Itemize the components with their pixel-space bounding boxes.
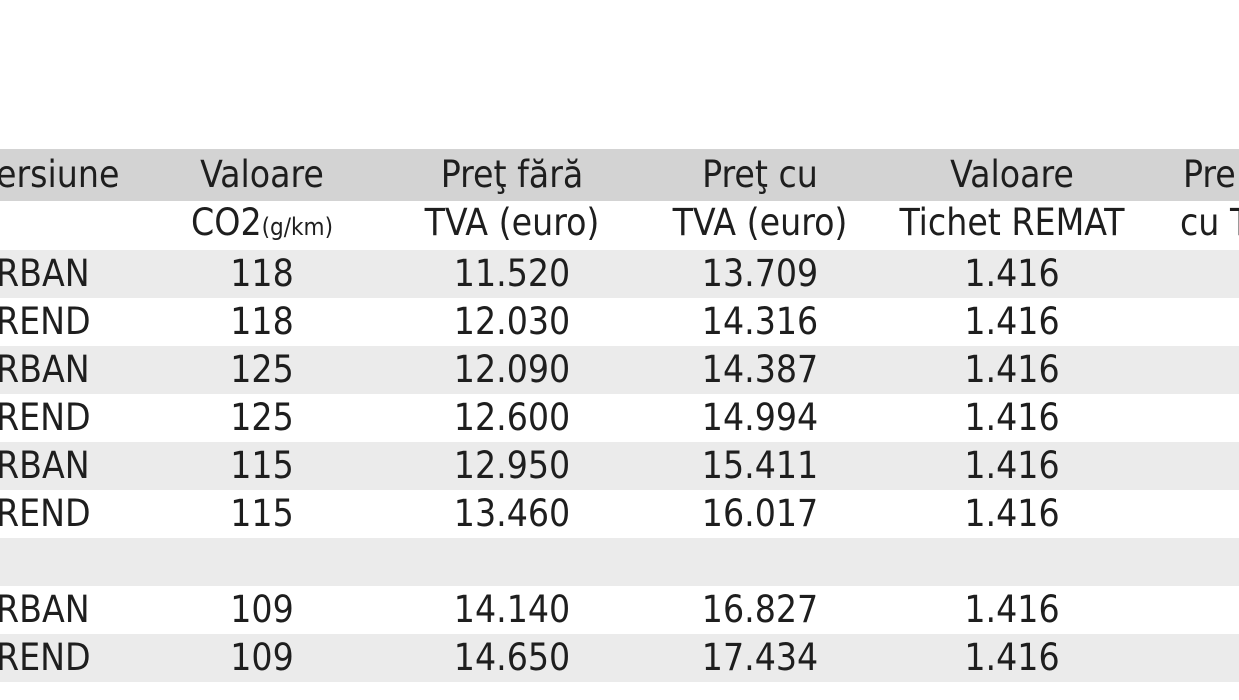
cell-pret-cu-tva: 16.827 — [701, 588, 819, 631]
cell-pret-cu-tva: 14.387 — [701, 348, 819, 391]
header-co2-unit: (g/km) — [261, 213, 334, 241]
table-row: RBAN 125 12.090 14.387 1.416 — [0, 346, 1239, 394]
header-versiune: ersiune — [0, 153, 120, 196]
cell-pret-cu-tva: 13.709 — [701, 252, 819, 295]
cell-co2: 125 — [230, 348, 294, 391]
table-row: RBAN 109 14.140 16.827 1.416 — [0, 586, 1239, 634]
cell-tichet-remat: 1.416 — [964, 636, 1060, 679]
cell-pret-fara-tva: 12.600 — [453, 396, 571, 439]
header-remat-line2: Tichet REMAT — [899, 201, 1125, 244]
cell-pret-cu-tva: 15.411 — [701, 444, 819, 487]
cell-pret-fara-tva: 14.140 — [453, 588, 571, 631]
cell-tichet-remat: 1.416 — [964, 444, 1060, 487]
cell-co2: 118 — [230, 300, 294, 343]
cell-version: REND — [0, 396, 91, 439]
cell-tichet-remat: 1.416 — [964, 396, 1060, 439]
cell-pret-fara-tva: 11.520 — [453, 252, 571, 295]
price-table: ersiune Valoare Preţ fără Preţ cu Valoar… — [0, 149, 1239, 682]
header-remat-line1: Valoare — [950, 153, 1074, 196]
table-row: RBAN 115 12.950 15.411 1.416 — [0, 442, 1239, 490]
header-co2-label: CO2 — [190, 201, 262, 244]
cell-pret-fara-tva: 14.650 — [453, 636, 571, 679]
cell-version: REND — [0, 492, 91, 535]
cell-co2: 115 — [230, 492, 294, 535]
table-header: ersiune Valoare Preţ fără Preţ cu Valoar… — [0, 149, 1239, 250]
cell-pret-fara-tva: 13.460 — [453, 492, 571, 535]
header-pret-fara-line2: TVA (euro) — [424, 201, 600, 244]
cell-version: RBAN — [0, 444, 90, 487]
cell-tichet-remat: 1.416 — [964, 300, 1060, 343]
table-row: REND 109 14.650 17.434 1.416 — [0, 634, 1239, 682]
table-row: REND 115 13.460 16.017 1.416 — [0, 490, 1239, 538]
cell-pret-fara-tva: 12.090 — [453, 348, 571, 391]
cell-pret-cu-tva: 14.994 — [701, 396, 819, 439]
header-last-line2: cu T — [1180, 201, 1239, 244]
header-co2-line1: Valoare — [200, 153, 324, 196]
cell-pret-cu-tva: 14.316 — [701, 300, 819, 343]
table-body: RBAN 118 11.520 13.709 1.416 REND 118 12.030 14.… — [0, 250, 1239, 682]
cell-tichet-remat: 1.416 — [964, 588, 1060, 631]
cell-pret-cu-tva: 16.017 — [701, 492, 819, 535]
cell-tichet-remat: 1.416 — [964, 252, 1060, 295]
header-pret-cu-line2: TVA (euro) — [672, 201, 848, 244]
cell-version: REND — [0, 300, 91, 343]
header-band — [0, 149, 1239, 201]
table-row: REND 118 12.030 14.316 1.416 — [0, 298, 1239, 346]
cell-version: RBAN — [0, 348, 90, 391]
header-co2-line2: CO2(g/km) — [191, 201, 333, 244]
header-pret-cu-line1: Preţ cu — [702, 153, 818, 196]
cell-co2: 125 — [230, 396, 294, 439]
cell-version: RBAN — [0, 252, 90, 295]
table-row: RBAN 118 11.520 13.709 1.416 — [0, 250, 1239, 298]
header-pret-fara-line1: Preţ fără — [440, 153, 584, 196]
cell-pret-fara-tva: 12.030 — [453, 300, 571, 343]
cell-co2: 115 — [230, 444, 294, 487]
cell-co2: 109 — [230, 588, 294, 631]
cell-co2: 109 — [230, 636, 294, 679]
header-last-line1: Pre — [1183, 153, 1236, 196]
table-row — [0, 538, 1239, 586]
cell-pret-fara-tva: 12.950 — [453, 444, 571, 487]
cell-co2: 118 — [230, 252, 294, 295]
cell-tichet-remat: 1.416 — [964, 492, 1060, 535]
cell-tichet-remat: 1.416 — [964, 348, 1060, 391]
cell-version: REND — [0, 636, 91, 679]
cell-pret-cu-tva: 17.434 — [701, 636, 819, 679]
cell-version: RBAN — [0, 588, 90, 631]
table-row: REND 125 12.600 14.994 1.416 — [0, 394, 1239, 442]
